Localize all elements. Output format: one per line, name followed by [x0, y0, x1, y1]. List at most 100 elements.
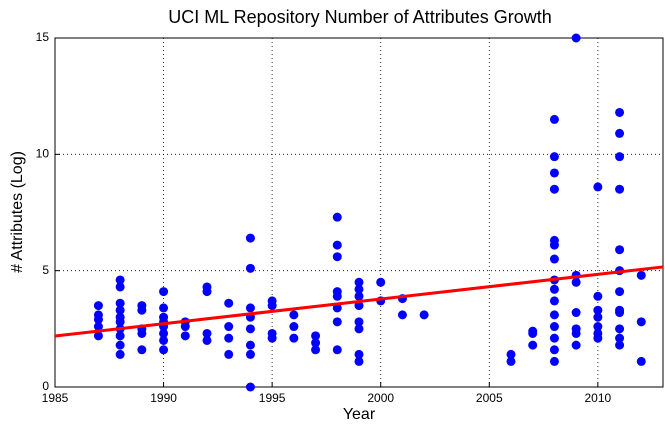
- point: [354, 277, 364, 287]
- chart-title: UCI ML Repository Number of Attributes G…: [168, 7, 551, 27]
- point: [549, 333, 559, 343]
- point: [93, 310, 103, 320]
- x-tick-label: 1985: [42, 391, 69, 405]
- y-tick-label: 15: [36, 30, 50, 44]
- point: [137, 345, 147, 355]
- point: [332, 287, 342, 297]
- x-tick-label: 1995: [259, 391, 286, 405]
- point: [224, 349, 234, 359]
- point: [549, 235, 559, 245]
- point: [549, 168, 559, 178]
- y-tick-label: 0: [42, 379, 49, 393]
- point: [636, 356, 646, 366]
- point: [528, 340, 538, 350]
- point: [159, 328, 169, 338]
- point: [549, 114, 559, 124]
- point: [311, 338, 321, 348]
- plot-frame: [54, 37, 664, 388]
- point: [202, 282, 212, 292]
- point: [354, 349, 364, 359]
- point: [245, 324, 255, 334]
- point: [549, 296, 559, 306]
- point: [354, 291, 364, 301]
- point: [115, 331, 125, 341]
- x-tick-label: 2000: [367, 391, 394, 405]
- point: [267, 328, 277, 338]
- point: [289, 310, 299, 320]
- point: [571, 277, 581, 287]
- point: [615, 333, 625, 343]
- point: [159, 303, 169, 313]
- point: [115, 305, 125, 315]
- point: [289, 322, 299, 332]
- point: [245, 349, 255, 359]
- point: [549, 184, 559, 194]
- point: [311, 331, 321, 341]
- point: [159, 335, 169, 345]
- point: [636, 270, 646, 280]
- x-tick-label: 2010: [585, 391, 612, 405]
- point: [615, 184, 625, 194]
- point: [115, 340, 125, 350]
- trend-line: [54, 265, 664, 338]
- point: [93, 331, 103, 341]
- point: [202, 328, 212, 338]
- point: [376, 277, 386, 287]
- point: [593, 182, 603, 192]
- point: [571, 33, 581, 43]
- point: [332, 345, 342, 355]
- point: [571, 340, 581, 350]
- x-axis-label: Year: [343, 406, 376, 423]
- point: [245, 263, 255, 273]
- point: [245, 340, 255, 350]
- y-tick-label: 5: [42, 263, 49, 277]
- point: [593, 291, 603, 301]
- point: [615, 340, 625, 350]
- point: [267, 296, 277, 306]
- point: [593, 328, 603, 338]
- point: [93, 301, 103, 311]
- point: [245, 382, 255, 392]
- point: [615, 324, 625, 334]
- point: [332, 252, 342, 262]
- point: [549, 356, 559, 366]
- point: [615, 152, 625, 162]
- point: [615, 305, 625, 315]
- point: [311, 345, 321, 355]
- point: [528, 326, 538, 336]
- point: [115, 312, 125, 322]
- point: [115, 282, 125, 292]
- point: [549, 322, 559, 332]
- point: [397, 310, 407, 320]
- point: [571, 308, 581, 318]
- point: [115, 349, 125, 359]
- point: [636, 317, 646, 327]
- point: [354, 324, 364, 334]
- point: [593, 312, 603, 322]
- point: [332, 212, 342, 222]
- point: [549, 310, 559, 320]
- x-tick-label: 1990: [150, 391, 177, 405]
- point: [354, 317, 364, 327]
- point: [115, 298, 125, 308]
- point: [571, 324, 581, 334]
- point: [593, 322, 603, 332]
- point: [549, 254, 559, 264]
- y-axis-label: # Attributes (Log): [9, 151, 26, 273]
- point: [224, 298, 234, 308]
- point: [354, 356, 364, 366]
- point: [332, 240, 342, 250]
- point: [159, 287, 169, 297]
- point: [615, 128, 625, 138]
- x-tick-label: 2005: [476, 391, 503, 405]
- point: [202, 335, 212, 345]
- point: [289, 333, 299, 343]
- point: [224, 322, 234, 332]
- point: [615, 245, 625, 255]
- point: [419, 310, 429, 320]
- point: [354, 301, 364, 311]
- point: [354, 284, 364, 294]
- point: [615, 287, 625, 297]
- point: [593, 305, 603, 315]
- point: [245, 303, 255, 313]
